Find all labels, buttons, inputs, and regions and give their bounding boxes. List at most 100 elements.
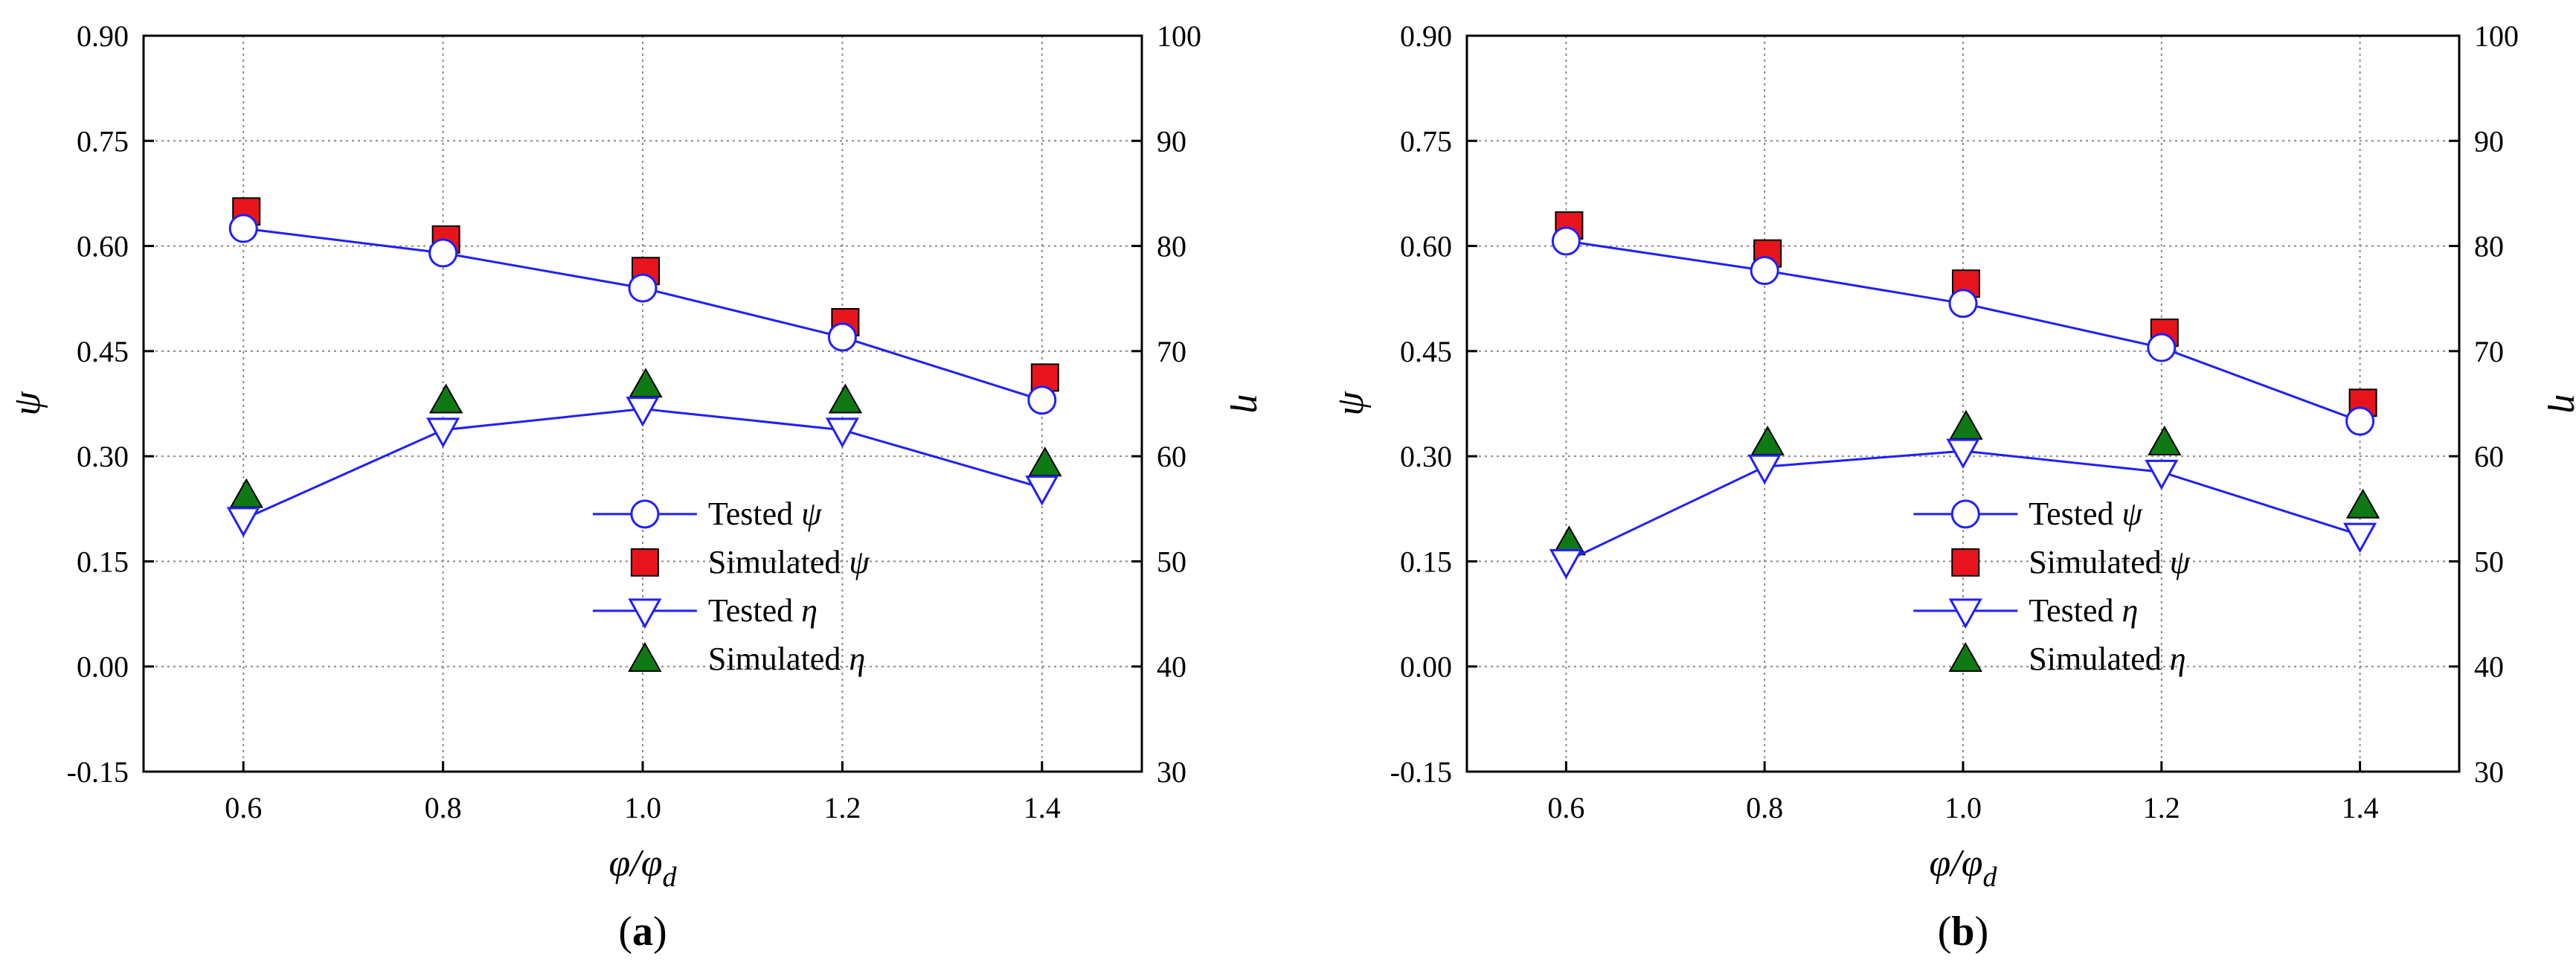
legend-entry-space [2162, 641, 2170, 677]
x-tick-label: 1.4 [2342, 791, 2379, 824]
y-right-tick-label: 90 [1157, 124, 1186, 158]
x-tick-label: 1.0 [1944, 791, 1982, 824]
y-right-tick-label: 60 [2474, 440, 2504, 473]
legend-entry: Tested η [2029, 592, 2138, 629]
data-point [428, 383, 463, 414]
y-left-tick-label: 0.45 [1400, 335, 1452, 368]
x-axis-title: φ/φd [1930, 842, 1998, 893]
legend-entry-symbol: η [849, 641, 865, 677]
data-point [628, 273, 658, 303]
y-left-tick-label: 0.60 [1400, 230, 1452, 263]
data-point [428, 238, 458, 268]
y-right-tick-label: 50 [2474, 545, 2504, 578]
legend-entry: Simulated ψ [708, 544, 870, 580]
series-tested [226, 397, 1059, 538]
legend-entry-symbol: η [801, 592, 818, 629]
data-point [1750, 425, 1785, 456]
data-point [2148, 425, 2182, 456]
panel-label: (b) [1938, 909, 1988, 955]
data-point [1028, 446, 1062, 477]
legend-entry: Tested ψ [2029, 496, 2142, 532]
data-point [2147, 333, 2177, 362]
panel-label: (a) [618, 909, 667, 955]
data-point [1747, 454, 1782, 485]
y-left-tick-label: -0.15 [1390, 755, 1452, 789]
legend-entry-symbol: ψ [2170, 544, 2191, 580]
data-point [828, 383, 863, 414]
x-tick-label: 1.2 [2143, 791, 2180, 824]
ticks [1467, 34, 2459, 773]
legend-marker [630, 548, 659, 577]
legend-entry-symbol: η [2170, 641, 2186, 677]
data-point [2345, 406, 2375, 436]
y-left-axis-title: ψ [6, 391, 48, 416]
legend-marker [628, 598, 662, 629]
legend-entry-space [2114, 496, 2122, 532]
y-left-tick-label: 0.75 [77, 124, 129, 158]
legend-entry-symbol: ψ [801, 496, 822, 532]
legend-entry-space [841, 641, 849, 677]
x-tick-label: 1.4 [1024, 791, 1061, 824]
y-left-tick-label: 0.60 [77, 230, 129, 263]
x-axis-title: φ/φd [609, 842, 678, 893]
x-tick-label: 0.8 [425, 791, 462, 824]
y-right-tick-label: 50 [1157, 545, 1186, 578]
panel-label-open: ( [618, 909, 632, 955]
y-right-axis-title: η [2547, 394, 2576, 414]
data-point [825, 417, 859, 448]
panel-label-letter: b [1951, 909, 1974, 955]
y-left-tick-label: 0.30 [77, 440, 129, 473]
y-left-tick-label: -0.15 [67, 755, 129, 789]
data-point [827, 322, 857, 352]
ticks [144, 34, 1142, 773]
y-right-tick-label: 30 [1157, 755, 1186, 789]
data-point [1025, 475, 1059, 506]
legend-entry-space [841, 544, 849, 580]
panel-label-close: ) [653, 909, 667, 955]
chart-panel-b: -0.15 0.00 0.15 0.30 0.45 0.60 0.75 0.90 30 40 50 6… [1329, 19, 2576, 955]
series-tested [1551, 226, 2375, 436]
legend-entry-label: Simulated [2029, 641, 2161, 677]
data-point [1948, 289, 1978, 318]
y-left-tick-label: 0.15 [1400, 545, 1452, 578]
legend-entry: Simulated ψ [2029, 544, 2190, 580]
series-simulated [229, 368, 1062, 508]
x-tick-label: 0.6 [225, 791, 262, 824]
series-simulated [1555, 211, 2377, 417]
x-tick-label: 1.0 [624, 791, 661, 824]
legend-entry-space [793, 592, 801, 629]
panel-label-letter: a [632, 909, 653, 955]
legend-entry-space [2114, 592, 2122, 629]
y-left-tick-label: 0.00 [1400, 650, 1452, 684]
legend-entry-space [2162, 544, 2170, 580]
chart-panel-a: -0.15 0.00 0.15 0.30 0.45 0.60 0.75 0.90 30 40 50 6… [6, 19, 1272, 955]
y-right-tick-label: 60 [1157, 440, 1186, 473]
panel-label-open: ( [1938, 909, 1952, 955]
legend-entry-label: Simulated [708, 544, 841, 580]
series-simulated [1552, 409, 2380, 556]
y-left-tick-label: 0.75 [1400, 124, 1452, 158]
x-axis-title-subscript: d [1982, 862, 1997, 893]
legend-entry-label: Tested [708, 592, 793, 629]
legend-marker [628, 641, 662, 672]
panel-label-close: ) [1975, 909, 1989, 955]
legend-marker [1951, 548, 1980, 577]
x-axis-title-main: φ/φ [1930, 842, 1983, 885]
y-right-tick-label: 80 [1157, 230, 1186, 263]
y-right-tick-label: 100 [2474, 19, 2519, 53]
legend-entry-label: Tested [708, 496, 793, 532]
legend-marker [1948, 641, 1983, 672]
legend-entry: Tested ψ [708, 496, 822, 532]
y-right-tick-label: 100 [1157, 19, 1201, 53]
legend-entry-space [793, 496, 801, 532]
y-right-tick-label: 70 [1157, 335, 1186, 368]
series-tested [1549, 438, 2377, 580]
y-left-axis-title: ψ [1329, 391, 1372, 416]
y-left-tick-label: 0.15 [77, 545, 129, 578]
x-axis-title-main: φ/φ [609, 842, 663, 885]
legend-marker [630, 499, 660, 529]
legend-entry-label: Tested [2029, 496, 2113, 532]
data-point [2343, 522, 2377, 554]
